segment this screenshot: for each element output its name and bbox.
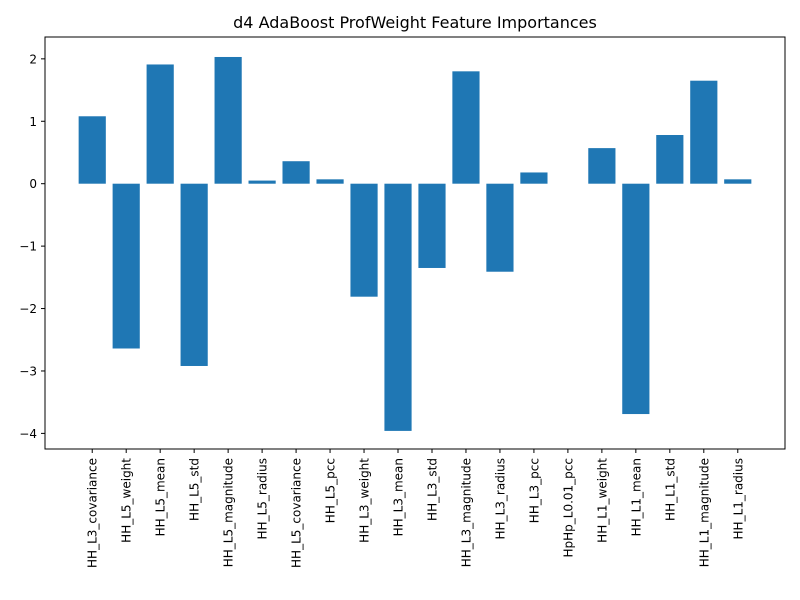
y-tick-label: −4 xyxy=(19,427,37,441)
bars-group xyxy=(78,56,752,431)
x-tick-label: HH_L5_magnitude xyxy=(222,458,236,567)
x-tick-label: HH_L1_std xyxy=(663,458,677,521)
x-tick-label: HH_L5_covariance xyxy=(290,458,304,568)
x-tick-label: HH_L3_mean xyxy=(392,458,406,536)
x-tick-label: HH_L1_radius xyxy=(731,458,745,539)
x-tick-label: HpHp_L0.01_pcc xyxy=(561,458,575,558)
bar-HH_L3_radius xyxy=(486,183,514,272)
y-tick-label: −1 xyxy=(19,240,37,254)
bar-HH_L3_covariance xyxy=(78,116,106,184)
bar-HH_L5_mean xyxy=(146,64,174,184)
x-tick-label: HH_L3_radius xyxy=(493,458,507,539)
chart-title: d4 AdaBoost ProfWeight Feature Importanc… xyxy=(233,13,597,32)
bar-HH_L3_weight xyxy=(350,183,378,297)
y-tick-label: 1 xyxy=(29,115,37,129)
x-tick-label: HH_L3_pcc xyxy=(527,458,541,523)
x-tick-label: HH_L3_magnitude xyxy=(459,458,473,567)
bar-HH_L3_std xyxy=(418,183,446,268)
bar-HH_L5_covariance xyxy=(282,161,310,184)
plot-frame xyxy=(44,36,786,450)
bar-HH_L5_std xyxy=(180,183,208,366)
bar-HH_L1_magnitude xyxy=(690,80,718,184)
x-tick-label: HH_L5_mean xyxy=(154,458,168,536)
x-tick-label: HH_L3_weight xyxy=(358,458,372,543)
bar-HH_L1_weight xyxy=(588,148,616,184)
x-tick-label: HH_L5_std xyxy=(188,458,202,521)
bar-HH_L5_radius xyxy=(248,180,276,184)
bar-HH_L1_mean xyxy=(622,183,650,415)
bar-HH_L3_magnitude xyxy=(452,71,480,184)
x-tick-label: HH_L5_weight xyxy=(120,458,134,543)
x-tick-label: HH_L3_covariance xyxy=(86,458,100,568)
x-tick-label: HH_L5_pcc xyxy=(324,458,338,523)
y-tick-label: −2 xyxy=(19,302,37,316)
y-axis: −4 −3 −2 −1 0 1 2 xyxy=(19,52,45,441)
y-tick-label: −3 xyxy=(19,364,37,378)
x-tick-label: HH_L3_std xyxy=(425,458,439,521)
x-tick-label: HH_L1_mean xyxy=(629,458,643,536)
x-tick-label: HH_L5_radius xyxy=(256,458,270,539)
x-tick-label: HH_L1_weight xyxy=(595,458,609,543)
bar-HH_L3_mean xyxy=(384,183,412,431)
bar-HH_L5_pcc xyxy=(316,179,344,184)
bar-HH_L1_std xyxy=(656,135,684,184)
bar-HH_L5_weight xyxy=(112,183,140,349)
y-tick-label: 2 xyxy=(29,52,37,66)
bar-HH_L3_pcc xyxy=(520,172,548,184)
bar-HH_L1_radius xyxy=(724,179,752,184)
x-axis: HH_L3_covariance HH_L5_weight HH_L5_mean HH… xyxy=(86,449,745,568)
bar-HH_L5_magnitude xyxy=(214,56,242,184)
x-tick-label: HH_L1_magnitude xyxy=(697,458,711,567)
y-tick-label: 0 xyxy=(29,177,37,191)
